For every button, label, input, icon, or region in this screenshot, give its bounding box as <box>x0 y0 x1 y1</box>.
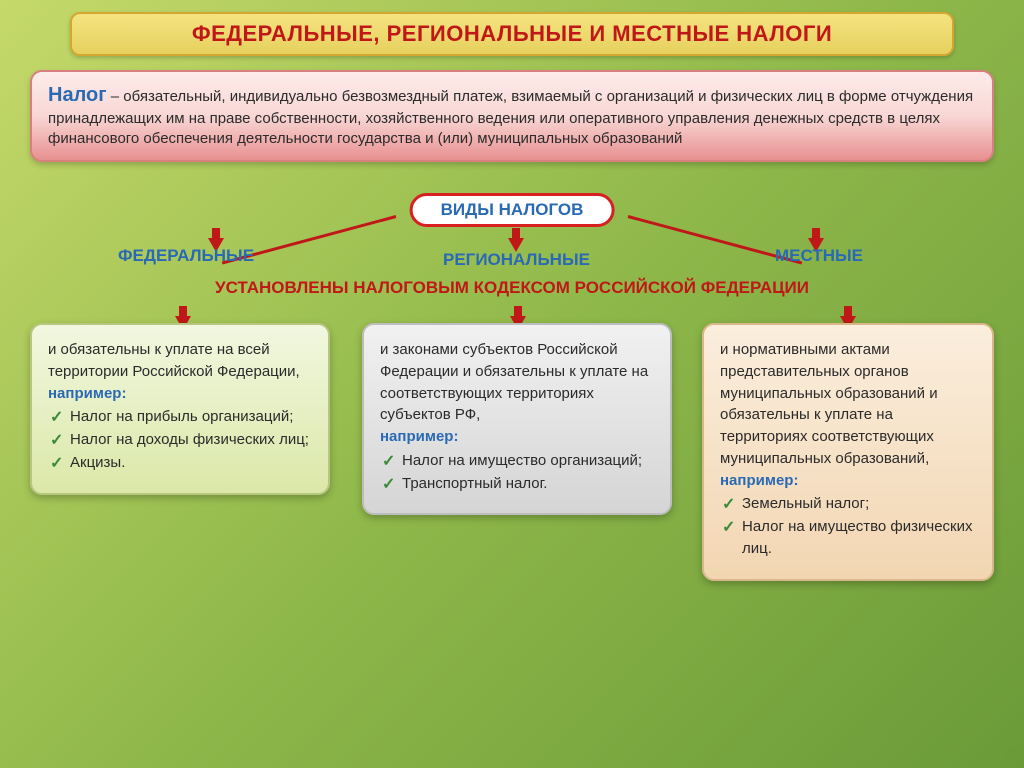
definition-dash: – <box>107 88 124 105</box>
page-number: 8 <box>1007 747 1014 762</box>
column-local: и нормативными актами представительных о… <box>702 323 994 581</box>
list-item: Налог на доходы физических лиц; <box>48 429 312 451</box>
bullet-list: Налог на имущество организаций; Транспор… <box>380 450 654 495</box>
bullet-list: Налог на прибыль организаций; Налог на д… <box>48 406 312 473</box>
slide-title: Федеральные, региональные и местные нало… <box>192 21 832 47</box>
column-regional: и законами субъектов Российской Федераци… <box>362 323 672 515</box>
list-item: Земельный налог; <box>720 493 976 515</box>
column-intro: и законами субъектов Российской Федераци… <box>380 339 654 426</box>
column-federal: и обязательны к уплате на всей территори… <box>30 323 330 495</box>
list-item: Налог на имущество физических лиц. <box>720 516 976 560</box>
column-intro: и обязательны к уплате на всей территори… <box>48 339 312 383</box>
example-label: например: <box>48 383 312 405</box>
example-label: например: <box>720 470 976 492</box>
types-bubble: ВИДЫ НАЛОГОВ <box>410 193 615 227</box>
list-item: Налог на имущество организаций; <box>380 450 654 472</box>
definition-box: Налог – обязательный, индивидуально безв… <box>30 70 994 162</box>
definition-term: Налог <box>48 84 107 106</box>
title-bar: Федеральные, региональные и местные нало… <box>70 12 954 56</box>
category-regional: РЕГИОНАЛЬНЫЕ <box>443 250 590 270</box>
bullet-list: Земельный налог; Налог на имущество физи… <box>720 493 976 559</box>
column-intro: и нормативными актами представительных о… <box>720 339 976 470</box>
list-item: Акцизы. <box>48 452 312 474</box>
definition-text: Налог – обязательный, индивидуально безв… <box>48 82 976 150</box>
category-local: МЕСТНЫЕ <box>775 246 863 266</box>
definition-body: обязательный, индивидуально безвозмездны… <box>48 88 973 147</box>
example-label: например: <box>380 426 654 448</box>
category-federal: ФЕДЕРАЛЬНЫЕ <box>118 246 254 266</box>
list-item: Транспортный налог. <box>380 473 654 495</box>
list-item: Налог на прибыль организаций; <box>48 406 312 428</box>
subtitle: УСТАНОВЛЕНЫ НАЛОГОВЫМ КОДЕКСОМ РОССИЙСКО… <box>0 278 1024 298</box>
